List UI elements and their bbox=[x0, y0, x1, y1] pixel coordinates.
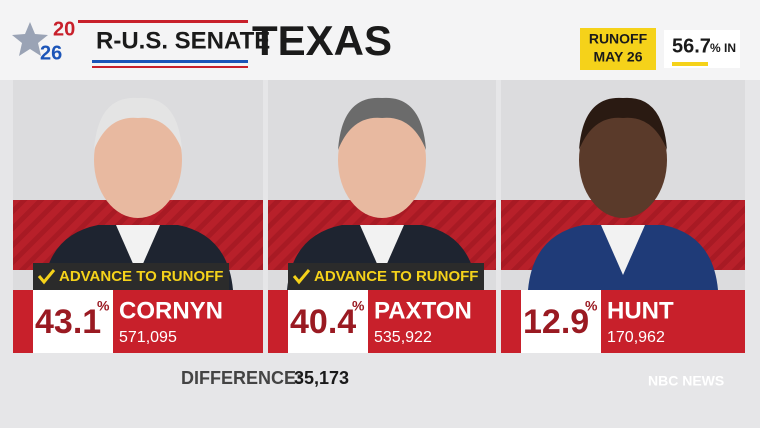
status-text: ADVANCE TO RUNOFF bbox=[59, 268, 223, 285]
check-icon bbox=[292, 269, 311, 285]
percent-box bbox=[521, 290, 601, 353]
candidate-name: HUNT bbox=[607, 297, 674, 324]
runoff-label: RUNOFF bbox=[589, 31, 648, 47]
year-bottom: 26 bbox=[40, 42, 62, 64]
vote-count: 170,962 bbox=[607, 329, 665, 346]
face bbox=[338, 102, 426, 218]
state-title: TEXAS bbox=[252, 17, 392, 64]
status-banner bbox=[288, 263, 484, 290]
candidate-name: CORNYN bbox=[119, 297, 223, 324]
vote-count: 571,095 bbox=[119, 329, 177, 346]
percent-box bbox=[288, 290, 368, 353]
shirt bbox=[116, 225, 160, 275]
candidate-name: PAXTON bbox=[374, 297, 472, 324]
difference-value: 35,173 bbox=[294, 368, 349, 388]
percent-value: 43.1 bbox=[35, 303, 101, 341]
percent-sign: % bbox=[585, 298, 598, 314]
reporting-box bbox=[664, 30, 740, 68]
hair bbox=[579, 97, 667, 150]
reporting-bar bbox=[672, 62, 708, 66]
percent-value: 12.9 bbox=[523, 303, 589, 341]
reporting-unit: % IN bbox=[710, 41, 736, 55]
logo-lines bbox=[78, 20, 248, 68]
logo-star bbox=[12, 22, 48, 56]
year-top: 20 bbox=[53, 18, 75, 40]
network-logo: NBC NEWS bbox=[648, 373, 724, 389]
reporting-value: 56.7 bbox=[672, 35, 711, 57]
difference-label: DIFFERENCE: bbox=[181, 368, 302, 388]
check-icon bbox=[37, 269, 56, 285]
percent-sign: % bbox=[97, 298, 110, 314]
hair bbox=[338, 97, 426, 150]
runoff-date: MAY 26 bbox=[593, 49, 642, 65]
vote-count: 535,922 bbox=[374, 329, 432, 346]
status-text: ADVANCE TO RUNOFF bbox=[314, 268, 478, 285]
shirt bbox=[601, 225, 645, 275]
hair bbox=[94, 97, 182, 150]
race-title: R-U.S. SENATE bbox=[96, 27, 270, 54]
percent-box bbox=[33, 290, 113, 353]
runoff-box bbox=[580, 28, 656, 70]
shirt bbox=[360, 225, 404, 275]
status-banner bbox=[33, 263, 229, 290]
face bbox=[579, 102, 667, 218]
percent-sign: % bbox=[352, 298, 365, 314]
face bbox=[94, 102, 182, 218]
percent-value: 40.4 bbox=[290, 303, 356, 341]
